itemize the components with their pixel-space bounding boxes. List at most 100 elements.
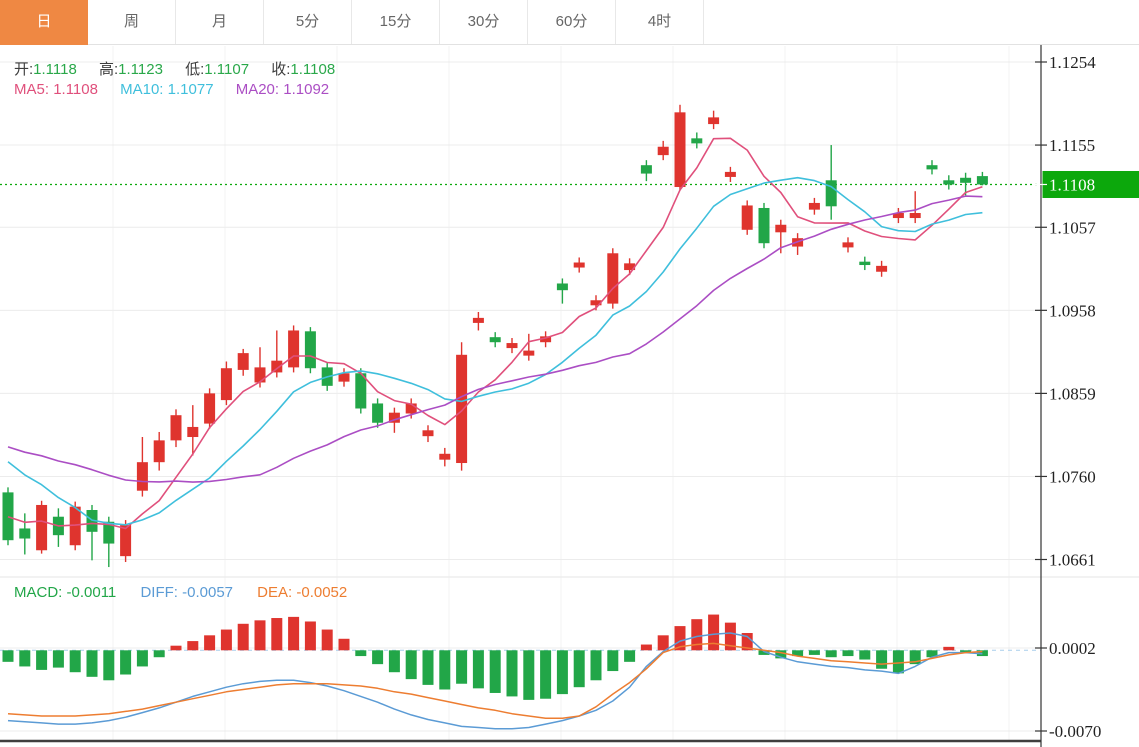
macd-bar bbox=[338, 638, 350, 651]
candle bbox=[808, 197, 820, 215]
macd-bar bbox=[120, 650, 132, 675]
macd-bar bbox=[388, 650, 400, 673]
tab-5min[interactable]: 5分 bbox=[264, 0, 352, 44]
candle bbox=[523, 333, 535, 361]
axis-label: 0.0002 bbox=[1049, 639, 1096, 658]
candle bbox=[691, 132, 703, 149]
ma5-legend: MA5: 1.1108 bbox=[14, 81, 98, 98]
candle bbox=[657, 140, 669, 161]
candle bbox=[86, 504, 98, 561]
macd-bar bbox=[876, 650, 888, 669]
candle bbox=[422, 425, 434, 443]
macd-bar bbox=[220, 629, 232, 651]
macd-bar bbox=[892, 650, 904, 674]
candle bbox=[792, 233, 804, 255]
diff-line bbox=[7, 632, 983, 730]
candle bbox=[624, 258, 636, 276]
ma10-line bbox=[7, 176, 983, 526]
macd-bar bbox=[691, 619, 703, 651]
candle bbox=[288, 325, 300, 373]
axis-label: 1.1057 bbox=[1049, 218, 1096, 237]
tab-15min[interactable]: 15分 bbox=[352, 0, 440, 44]
candle bbox=[573, 257, 585, 273]
macd-bar bbox=[271, 618, 283, 651]
macd-bar bbox=[859, 650, 871, 660]
macd-bar bbox=[254, 620, 266, 651]
ma-legend: MA5: 1.1108 MA10: 1.1077 MA20: 1.1092 bbox=[14, 81, 347, 98]
candle bbox=[237, 348, 249, 376]
candle bbox=[708, 110, 720, 130]
candle bbox=[640, 160, 652, 182]
candle bbox=[19, 513, 31, 555]
candle bbox=[271, 330, 283, 378]
macd-bar bbox=[36, 650, 48, 670]
macd-bar bbox=[674, 626, 686, 651]
tab-week[interactable]: 周 bbox=[88, 0, 176, 44]
ohlc-open: 开:1.1118 bbox=[14, 61, 77, 78]
macd-bar bbox=[724, 622, 736, 651]
ma20-line bbox=[7, 195, 983, 483]
macd-histogram bbox=[2, 614, 988, 700]
macd-bar bbox=[2, 650, 14, 662]
candle bbox=[825, 145, 837, 220]
candle bbox=[472, 312, 484, 331]
macd-bar bbox=[540, 650, 552, 699]
macd-bar bbox=[943, 646, 955, 651]
axis-label: 1.1254 bbox=[1049, 53, 1096, 72]
ohlc-close: 收:1.1108 bbox=[271, 61, 336, 78]
macd-bar bbox=[52, 650, 64, 668]
ohlc-high: 高:1.1123 bbox=[99, 61, 163, 78]
macd-bar bbox=[607, 650, 619, 672]
axis-label: 1.0859 bbox=[1049, 384, 1096, 403]
dea-line bbox=[7, 642, 983, 720]
candle bbox=[136, 437, 148, 497]
candle bbox=[372, 398, 384, 428]
macd-bar bbox=[960, 650, 972, 653]
candle bbox=[842, 237, 854, 253]
macd-bar bbox=[456, 650, 468, 684]
macd-bar bbox=[472, 650, 484, 689]
candle bbox=[153, 431, 165, 471]
ohlc-low: 低:1.1107 bbox=[185, 61, 250, 78]
macd-bar bbox=[506, 650, 518, 697]
macd-bar bbox=[590, 650, 602, 681]
candle bbox=[758, 202, 770, 249]
tab-day[interactable]: 日 bbox=[0, 0, 88, 45]
macd-bar bbox=[304, 621, 316, 651]
candle bbox=[859, 256, 871, 271]
candle bbox=[204, 388, 216, 429]
candles bbox=[2, 104, 988, 568]
macd-bar bbox=[624, 650, 636, 662]
candle bbox=[69, 501, 81, 551]
candle bbox=[976, 171, 988, 186]
macd-bar bbox=[556, 650, 568, 695]
macd-bar bbox=[523, 650, 535, 700]
tab-month[interactable]: 月 bbox=[176, 0, 264, 44]
candle bbox=[355, 368, 367, 414]
tab-60min[interactable]: 60分 bbox=[528, 0, 616, 44]
macd-bar bbox=[405, 650, 417, 680]
macd-bar bbox=[640, 644, 652, 651]
macd-bar bbox=[708, 614, 720, 651]
candle bbox=[2, 487, 14, 546]
tab-4hour[interactable]: 4时 bbox=[616, 0, 704, 44]
tabbar-filler bbox=[704, 0, 1139, 44]
candle bbox=[456, 342, 468, 471]
macd-bar bbox=[355, 650, 367, 657]
macd-bar bbox=[153, 650, 165, 658]
candle bbox=[304, 327, 316, 374]
candle bbox=[876, 260, 888, 277]
diff-value: DIFF: -0.0057 bbox=[140, 584, 233, 601]
candle bbox=[960, 172, 972, 196]
macd-legend: MACD: -0.0011 DIFF: -0.0057 DEA: -0.0052 bbox=[14, 584, 367, 601]
macd-bar bbox=[187, 641, 199, 651]
macd-bar bbox=[792, 650, 804, 657]
macd-bar bbox=[288, 616, 300, 651]
macd-bar bbox=[909, 650, 921, 665]
tab-30min[interactable]: 30分 bbox=[440, 0, 528, 44]
candle bbox=[506, 338, 518, 354]
macd-bar bbox=[808, 650, 820, 655]
macd-bar bbox=[372, 650, 384, 665]
last-price-badge: 1.1108 bbox=[1035, 170, 1139, 198]
